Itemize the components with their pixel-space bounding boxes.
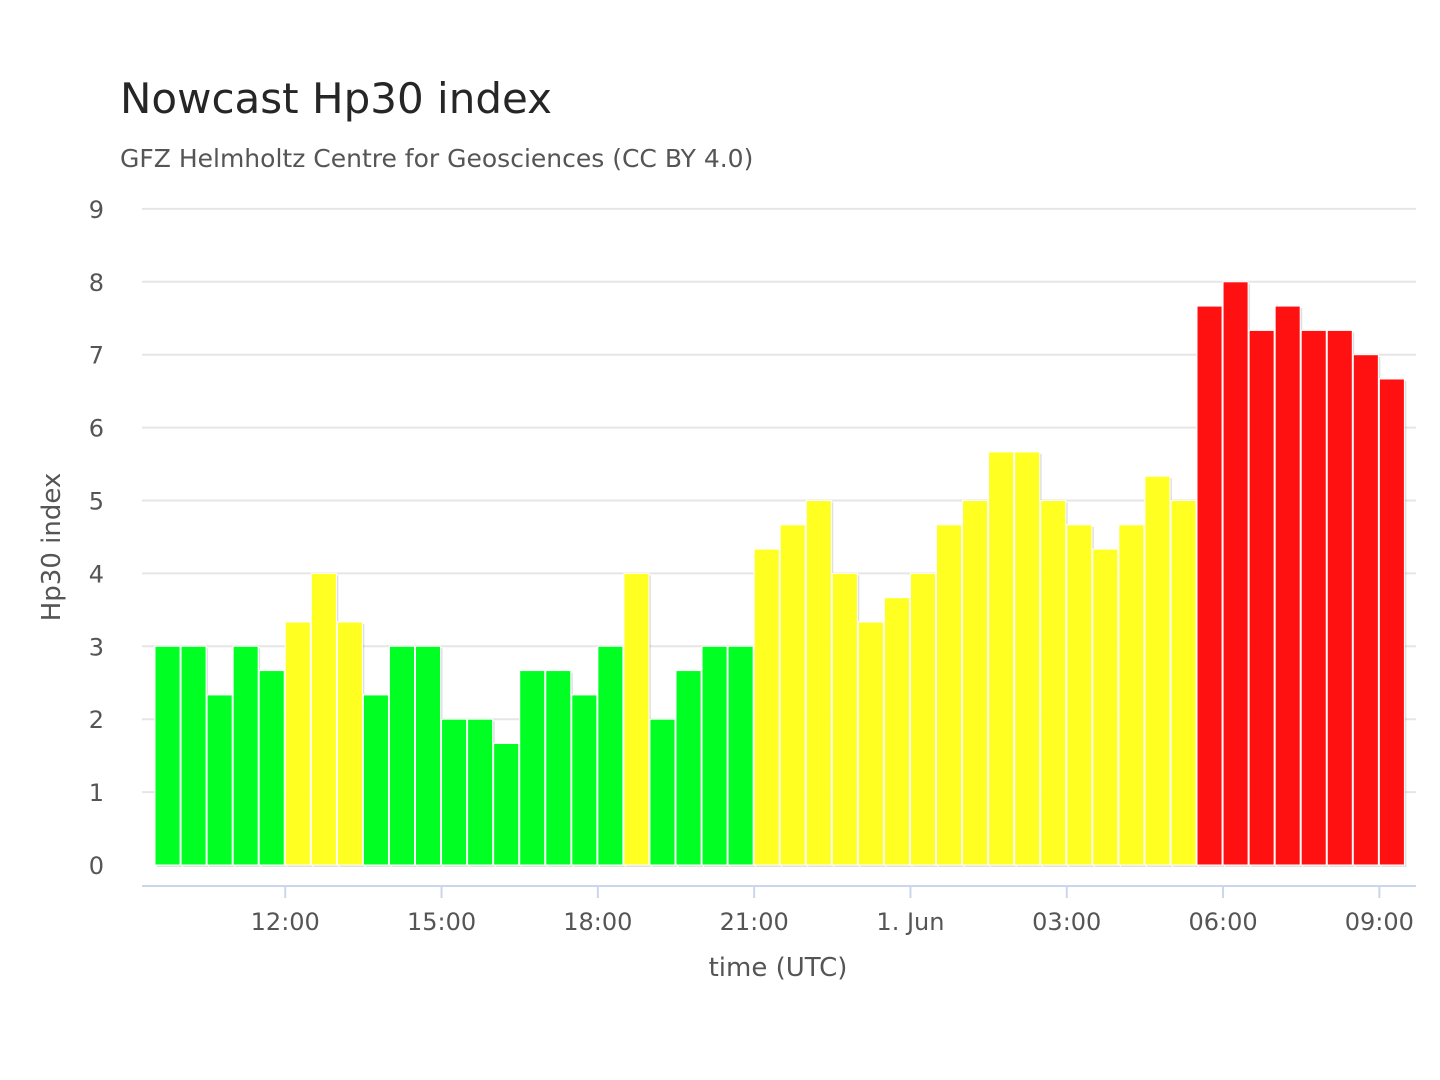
x-tick-label: 15:00 [407,908,476,936]
bar[interactable] [571,694,598,866]
y-tick-label: 6 [89,415,104,443]
bar[interactable] [1222,281,1249,866]
bar[interactable] [336,621,363,866]
bar[interactable] [1014,451,1041,866]
bar[interactable] [519,670,546,866]
bar[interactable] [284,621,311,866]
y-axis-title: Hp30 index [37,473,67,622]
bar[interactable] [1170,500,1197,866]
y-tick-label: 9 [89,196,104,224]
bar[interactable] [493,742,520,866]
x-tick-label: 06:00 [1188,908,1257,936]
bar[interactable] [1118,524,1145,866]
bar[interactable] [936,524,963,866]
bar[interactable] [1352,354,1379,866]
bar[interactable] [649,718,676,866]
y-tick-label: 7 [89,342,104,370]
bar[interactable] [180,645,207,866]
bar[interactable] [1092,548,1119,866]
bar[interactable] [988,451,1015,866]
bar[interactable] [1378,378,1405,866]
bar[interactable] [727,645,754,866]
bar[interactable] [753,548,780,866]
x-axis [142,885,1416,898]
bar[interactable] [1040,500,1067,866]
chart-title: Nowcast Hp30 index [120,74,552,123]
bar[interactable] [831,572,858,866]
bar[interactable] [232,645,259,866]
bar[interactable] [206,694,233,866]
y-tick-label: 8 [89,269,104,297]
y-tick-label: 5 [89,488,104,516]
bar[interactable] [962,500,989,866]
bars [154,281,1407,868]
bar[interactable] [1066,524,1093,866]
bar[interactable] [623,572,650,866]
bar[interactable] [779,524,806,866]
bar[interactable] [1248,329,1275,866]
bar[interactable] [597,645,624,866]
x-tick-label: 21:00 [720,908,789,936]
bar[interactable] [545,670,572,866]
bar[interactable] [805,500,832,866]
x-tick-label: 1. Jun [876,908,944,936]
bar[interactable] [258,670,285,866]
x-tick-label: 03:00 [1032,908,1101,936]
y-tick-label: 1 [89,779,104,807]
bar[interactable] [701,645,728,866]
bar[interactable] [1326,329,1353,866]
y-tick-label: 2 [89,706,104,734]
y-tick-label: 0 [89,852,104,880]
bar[interactable] [909,572,937,866]
bar[interactable] [415,645,442,866]
chart-subtitle: GFZ Helmholtz Centre for Geosciences (CC… [120,144,754,173]
bar[interactable] [1300,329,1327,866]
x-tick-label: 09:00 [1345,908,1414,936]
bar[interactable] [310,572,337,866]
bar[interactable] [154,645,181,866]
y-tick-label: 4 [89,560,104,588]
x-axis-labels: 12:00 15:00 18:00 21:00 1. Jun 03:00 06:00 09:0… [251,908,1414,936]
y-tick-label: 3 [89,633,104,661]
bar[interactable] [1144,475,1171,866]
bar[interactable] [388,645,416,866]
x-tick-label: 12:00 [251,908,320,936]
bar[interactable] [362,694,389,866]
bar[interactable] [1196,305,1223,866]
bar[interactable] [467,718,494,866]
y-axis-labels: 0 1 2 3 4 5 6 7 8 9 [89,196,104,880]
bar[interactable] [675,670,702,866]
bar[interactable] [1274,305,1301,866]
bar[interactable] [857,621,884,866]
bar[interactable] [441,718,468,866]
x-tick-label: 18:00 [563,908,632,936]
bar[interactable] [883,597,910,866]
x-axis-title: time (UTC) [709,953,848,983]
